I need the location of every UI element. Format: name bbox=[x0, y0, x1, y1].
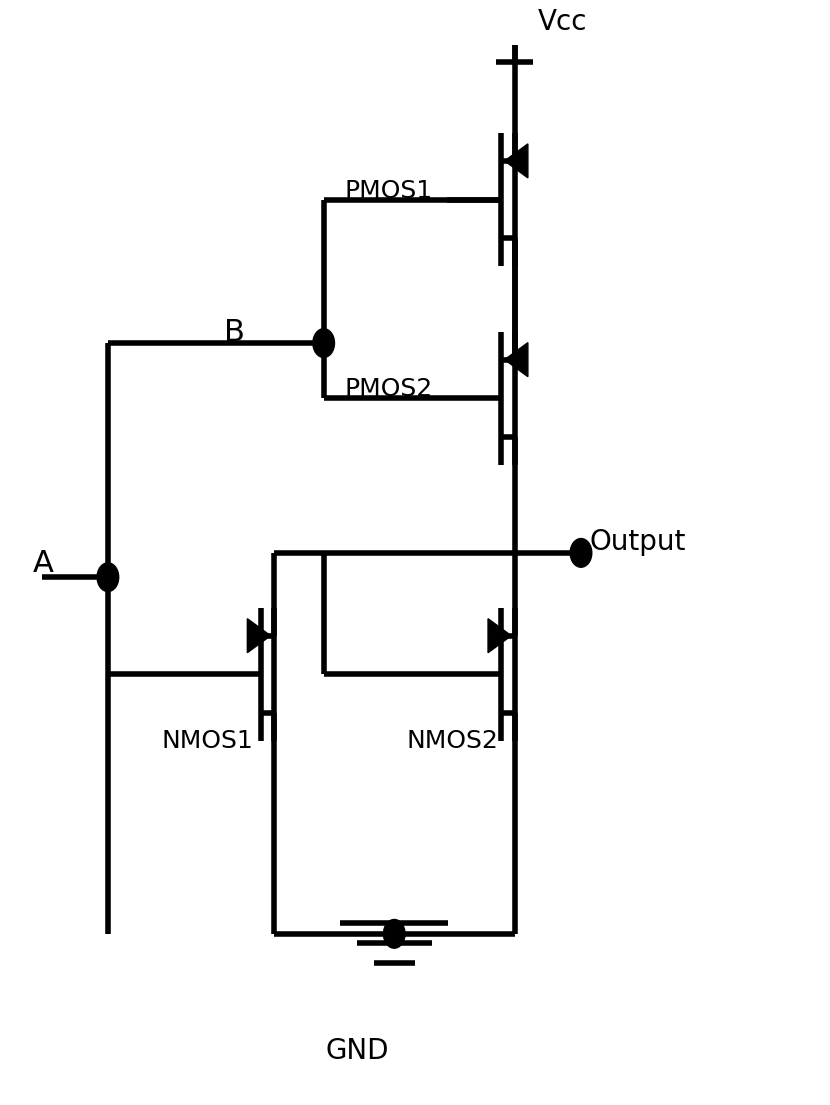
Circle shape bbox=[313, 328, 334, 357]
Text: NMOS2: NMOS2 bbox=[407, 728, 499, 753]
Text: PMOS2: PMOS2 bbox=[344, 378, 432, 401]
Text: Vcc: Vcc bbox=[538, 8, 588, 36]
Polygon shape bbox=[247, 619, 271, 653]
Circle shape bbox=[97, 562, 119, 591]
Text: PMOS1: PMOS1 bbox=[344, 179, 432, 202]
Text: Output: Output bbox=[589, 528, 686, 556]
Polygon shape bbox=[505, 144, 528, 178]
Text: GND: GND bbox=[325, 1036, 388, 1064]
Text: NMOS1: NMOS1 bbox=[162, 728, 254, 753]
Polygon shape bbox=[505, 343, 528, 377]
Text: A: A bbox=[33, 549, 54, 578]
Circle shape bbox=[570, 538, 592, 567]
Text: B: B bbox=[224, 317, 245, 347]
Polygon shape bbox=[488, 619, 511, 653]
Circle shape bbox=[383, 919, 405, 948]
